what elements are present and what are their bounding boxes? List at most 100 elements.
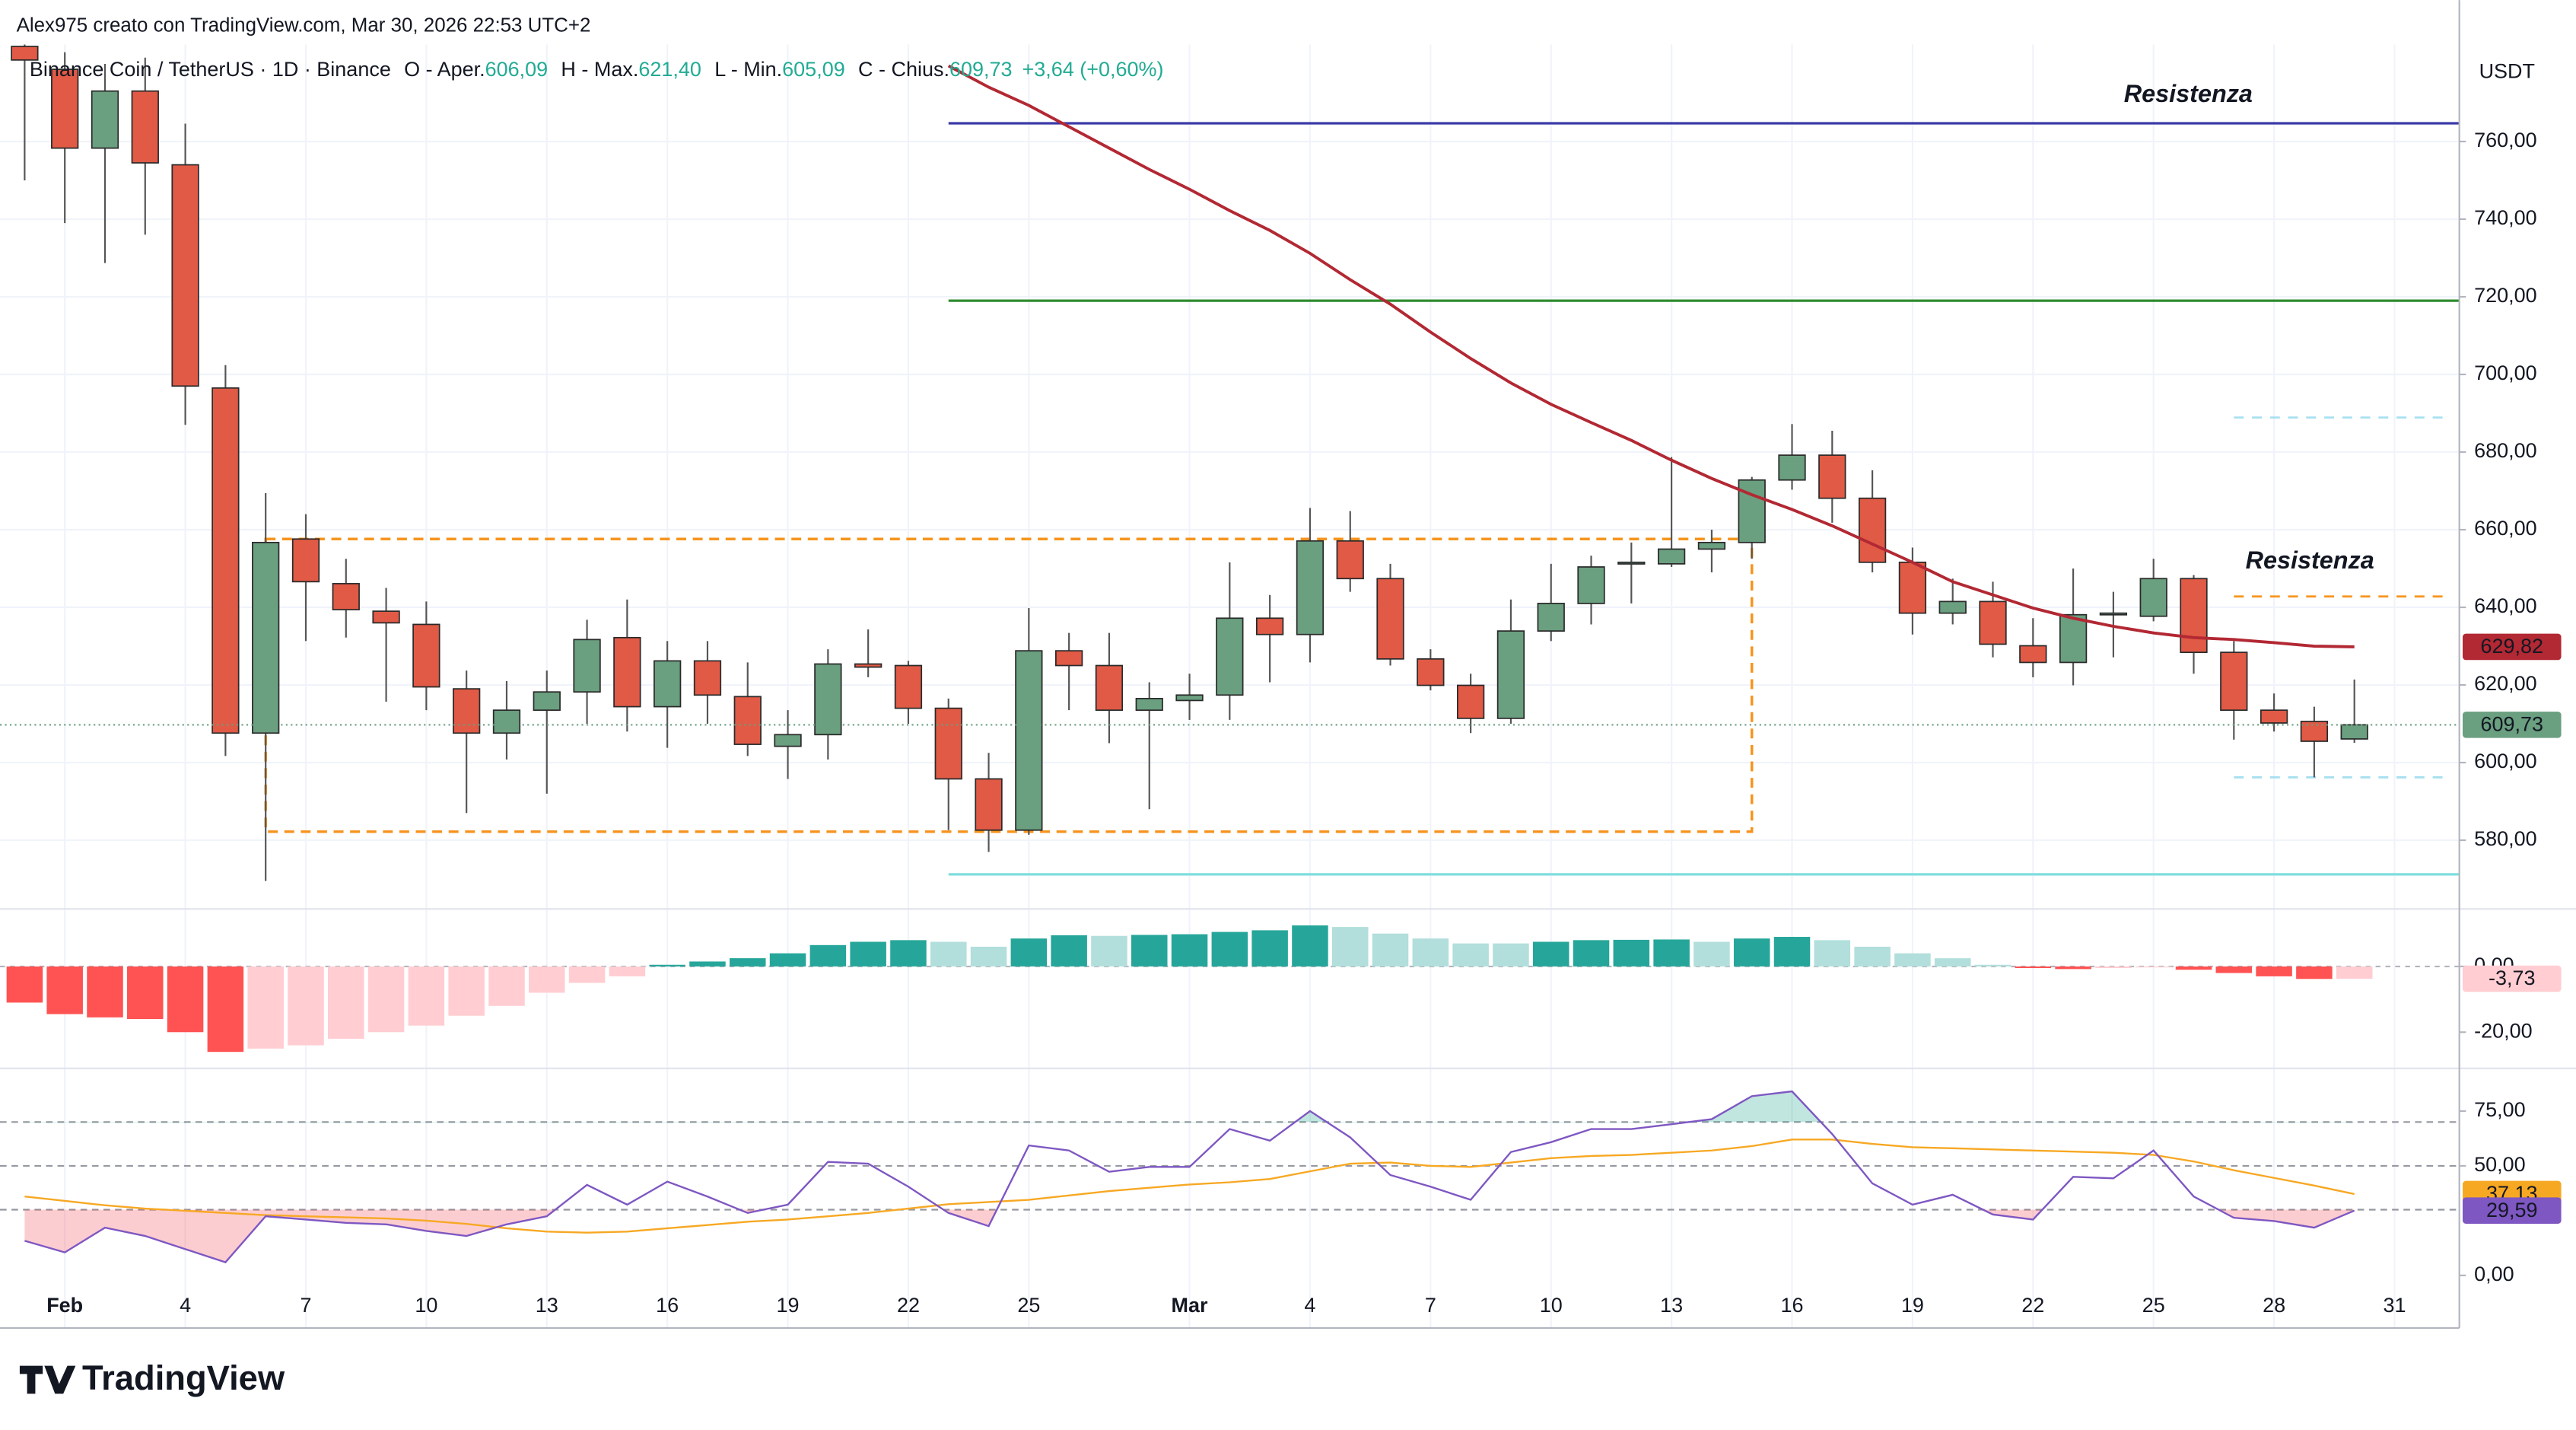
legend-label: C - Chius. <box>858 58 949 81</box>
macd-bar <box>1573 940 1610 967</box>
legend-label: O - Aper. <box>404 58 485 81</box>
macd-bar <box>2256 966 2292 976</box>
macd-bar <box>1372 933 1409 967</box>
macd-bar <box>568 966 606 983</box>
candle-body <box>1496 630 1525 719</box>
candle-body <box>1617 561 1646 565</box>
candle-body <box>1336 540 1364 580</box>
brand-logo: TradingView <box>19 1358 285 1397</box>
candle-body <box>1778 454 1806 481</box>
macd-bar <box>408 966 445 1026</box>
ma-price-label-bg <box>2462 633 2562 661</box>
candle-body <box>1175 694 1204 702</box>
candle-body <box>1738 479 1766 543</box>
y-tick-label: 580,00 <box>2474 827 2537 850</box>
macd-bar <box>367 966 405 1033</box>
candle-body <box>1938 600 1967 614</box>
y-tick-label: 600,00 <box>2474 750 2537 772</box>
candle-body <box>2139 578 2167 617</box>
candle-body <box>613 636 641 708</box>
macd-bar <box>127 966 164 1019</box>
last-price-label: 609,73 <box>2481 713 2544 736</box>
logo-icon <box>19 1365 76 1394</box>
range-box <box>264 537 1754 833</box>
candle-body <box>412 623 440 688</box>
rsi-line <box>24 1090 2355 1263</box>
x-tick-label: 4 <box>180 1294 191 1317</box>
macd-bar <box>529 966 565 993</box>
legend-value: 606,09 <box>485 58 549 81</box>
macd-bar <box>2296 966 2333 979</box>
x-tick-label: 13 <box>536 1294 558 1317</box>
y-tick-label: 75,00 <box>2474 1098 2526 1121</box>
macd-bar <box>2175 966 2212 970</box>
x-tick-label: 25 <box>2142 1294 2165 1317</box>
macd-bar <box>488 966 525 1006</box>
macd-bar <box>1894 953 1931 967</box>
y-tick-label: 660,00 <box>2474 517 2537 540</box>
candle-body <box>2300 721 2329 742</box>
y-tick-label: 0,00 <box>2474 1263 2514 1285</box>
macd-bar <box>730 958 766 967</box>
x-tick-label: 22 <box>2021 1294 2044 1317</box>
candle-body <box>654 660 682 708</box>
moving-average <box>947 64 2355 648</box>
symbol: Binance Coin / TetherUS · 1D · Binance <box>30 58 391 81</box>
y-tick-label: 50,00 <box>2474 1153 2526 1176</box>
x-tick-label: 7 <box>1425 1294 1436 1317</box>
legend-value: +3,64 (+0,60%) <box>1022 58 1163 81</box>
x-tick-label: 10 <box>415 1294 437 1317</box>
x-tick-label: 31 <box>2383 1294 2406 1317</box>
macd-bar <box>970 946 1007 967</box>
macd-bar <box>1091 935 1127 967</box>
candle-body <box>1216 617 1244 696</box>
legend-value: 621,40 <box>638 58 701 81</box>
macd-bar <box>890 940 927 967</box>
candle-body <box>1979 600 2007 645</box>
y-tick-label: 700,00 <box>2474 361 2537 384</box>
candle-body <box>1015 650 1043 831</box>
candle-body <box>2099 612 2128 616</box>
candle-body <box>1376 578 1404 660</box>
candle-body <box>894 664 923 709</box>
macd-bar <box>649 964 685 967</box>
x-tick-label: 4 <box>1304 1294 1315 1317</box>
macd-bar <box>1733 938 1770 967</box>
macd-bar <box>1211 932 1248 967</box>
macd-bar <box>2336 966 2373 979</box>
macd-bar <box>769 953 806 967</box>
x-tick-label: 10 <box>1540 1294 1563 1317</box>
candle-body <box>171 164 199 387</box>
candle-body <box>733 696 762 745</box>
candle-body <box>1417 658 1445 686</box>
candle-body <box>11 46 39 61</box>
macd-bar <box>2015 966 2052 969</box>
rsi-label: 29,59 <box>2486 1199 2538 1221</box>
macd-bar <box>167 966 204 1033</box>
annotation: Resistenza <box>2246 546 2374 574</box>
macd-bar <box>46 966 83 1014</box>
x-tick-label: 28 <box>2263 1294 2285 1317</box>
x-tick-label: 16 <box>656 1294 679 1317</box>
candle-body <box>1095 664 1124 712</box>
macd-bar <box>448 966 485 1016</box>
x-tick-label: 22 <box>897 1294 920 1317</box>
macd-bar <box>1171 934 1208 967</box>
macd-bar <box>1974 964 2012 967</box>
candle-body <box>774 734 802 747</box>
candle-body <box>51 68 79 149</box>
macd-bar <box>288 966 324 1046</box>
candle-body <box>1657 548 1686 565</box>
candle-body <box>131 90 159 164</box>
macd-bar <box>328 966 364 1039</box>
x-tick-label: 19 <box>1901 1294 1924 1317</box>
rsi-label-bg <box>2462 1197 2562 1224</box>
macd-bar <box>1331 927 1369 967</box>
x-tick-label: 7 <box>300 1294 311 1317</box>
macd-bar <box>1010 938 1048 967</box>
macd-label: -3,73 <box>2489 967 2536 989</box>
candle-body <box>814 663 842 736</box>
candle-body <box>2340 724 2368 740</box>
macd-bar <box>1131 935 1168 967</box>
